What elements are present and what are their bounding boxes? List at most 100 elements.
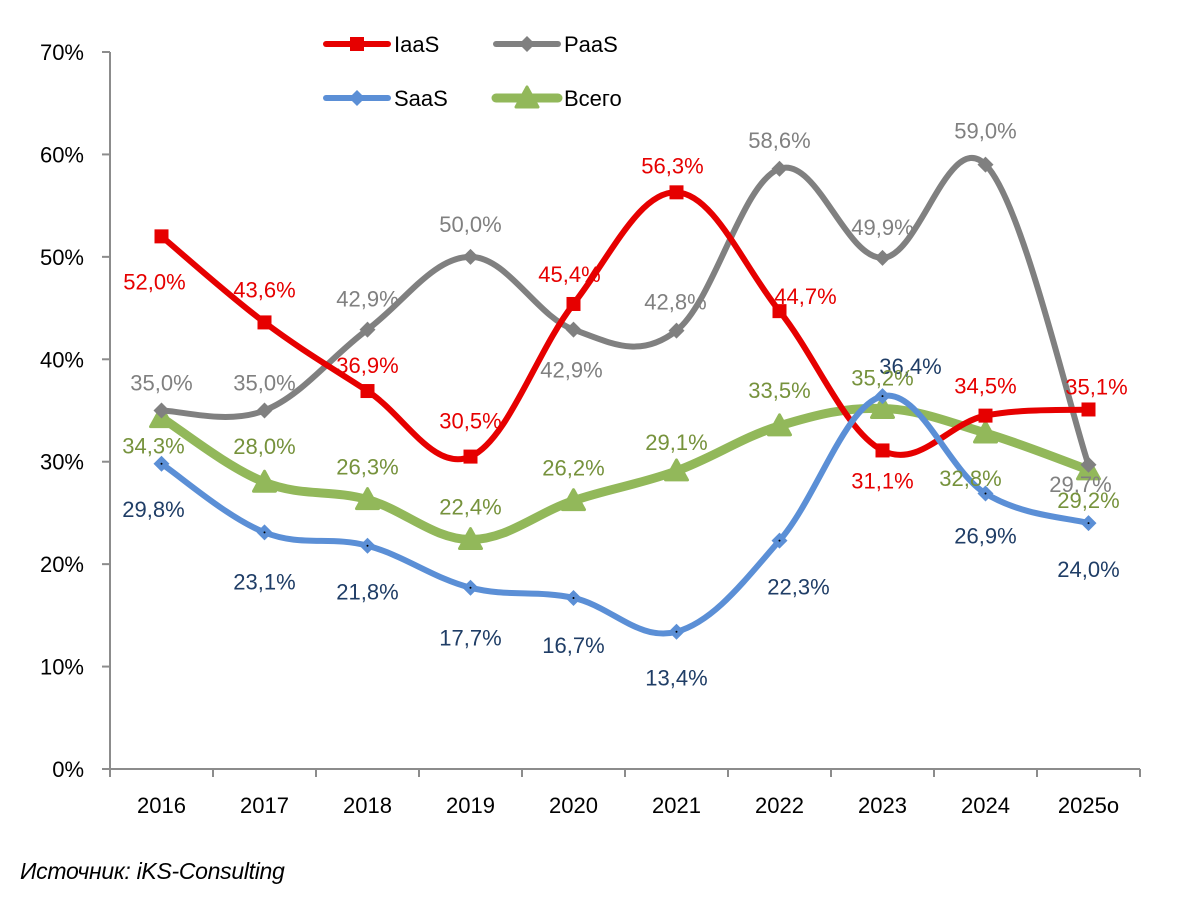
data-label: 34,5% bbox=[954, 374, 1016, 399]
data-labels: 52,0% 43,6% 36,9% 30,5% 45,4% 56,3% 44,7% 31,1%… bbox=[122, 119, 1127, 691]
data-point-marker bbox=[668, 322, 685, 339]
data-label: 31,1% bbox=[851, 468, 913, 493]
data-point-marker bbox=[355, 487, 380, 511]
data-label: 35,0% bbox=[130, 371, 192, 396]
series-line bbox=[158, 392, 1092, 637]
data-label: 30,5% bbox=[439, 409, 501, 434]
data-label: 22,3% bbox=[767, 575, 829, 600]
marker-dot bbox=[1087, 522, 1090, 525]
y-tick-label: 40% bbox=[40, 347, 84, 372]
y-tick-label: 50% bbox=[40, 245, 84, 270]
data-point-marker bbox=[252, 469, 277, 493]
marker-dot bbox=[572, 596, 575, 599]
x-tick-label: 2016 bbox=[137, 793, 186, 818]
data-label: 35,2% bbox=[851, 365, 913, 390]
data-point-marker bbox=[154, 229, 169, 244]
series-line bbox=[158, 189, 1092, 463]
data-point-marker bbox=[257, 315, 272, 330]
marker-dot bbox=[160, 462, 163, 465]
source-note: Источник: iKS-Consulting bbox=[20, 858, 285, 884]
legend-item-всего: Всего bbox=[491, 85, 622, 111]
data-label: 45,4% bbox=[538, 262, 600, 287]
data-point-marker bbox=[565, 321, 582, 338]
data-label: 22,4% bbox=[439, 495, 501, 520]
data-point-marker bbox=[1080, 456, 1097, 473]
legend-marker-icon bbox=[349, 90, 365, 106]
axes: 0% 10% 20% 30% 40% 50% 60% 70% 2016 2017 2018 2019 2… bbox=[40, 40, 1141, 818]
data-label: 29,8% bbox=[122, 497, 184, 522]
data-point-marker bbox=[462, 248, 479, 265]
y-tick-label: 70% bbox=[40, 40, 84, 65]
x-tick-label: 2025о bbox=[1058, 793, 1119, 818]
data-label: 36,9% bbox=[336, 353, 398, 378]
legend-marker-icon bbox=[514, 85, 540, 109]
y-tick-label: 20% bbox=[40, 552, 84, 577]
data-point-marker bbox=[463, 449, 478, 464]
y-tick-label: 60% bbox=[40, 142, 84, 167]
data-label: 42,9% bbox=[540, 358, 602, 383]
data-label: 26,3% bbox=[336, 455, 398, 480]
data-label: 29,7% bbox=[1049, 472, 1111, 497]
legend-item-iaas: IaaS bbox=[323, 32, 439, 57]
data-point-marker bbox=[566, 296, 581, 311]
data-point-marker bbox=[360, 384, 375, 399]
x-tick-label: 2020 bbox=[549, 793, 598, 818]
marker-dot bbox=[778, 539, 781, 542]
data-label: 36,4% bbox=[879, 354, 941, 379]
legend-item-saas: SaaS bbox=[323, 86, 448, 111]
data-point-marker bbox=[771, 160, 788, 177]
data-point-marker bbox=[977, 156, 994, 173]
series-всего bbox=[149, 395, 1101, 551]
data-label: 13,4% bbox=[645, 666, 707, 691]
legend-label: IaaS bbox=[394, 32, 439, 57]
data-label: 50,0% bbox=[439, 212, 501, 237]
y-tick-label: 0% bbox=[52, 757, 84, 782]
data-label: 43,6% bbox=[233, 277, 295, 302]
data-label: 42,8% bbox=[644, 290, 706, 315]
marker-dot bbox=[469, 586, 472, 589]
y-tick-label: 30% bbox=[40, 450, 84, 475]
data-label: 16,7% bbox=[542, 633, 604, 658]
x-tick-label: 2023 bbox=[858, 793, 907, 818]
data-point-marker bbox=[1081, 402, 1096, 417]
data-label: 33,5% bbox=[748, 378, 810, 403]
data-point-marker bbox=[875, 443, 890, 458]
data-point-marker bbox=[669, 185, 684, 200]
data-label: 23,1% bbox=[233, 569, 295, 594]
legend-marker-icon bbox=[519, 36, 535, 52]
data-label: 44,7% bbox=[774, 284, 836, 309]
data-label: 56,3% bbox=[641, 153, 703, 178]
marker-dot bbox=[984, 492, 987, 495]
data-point-marker bbox=[767, 413, 792, 437]
data-label: 17,7% bbox=[439, 626, 501, 651]
x-tick-label: 2022 bbox=[755, 793, 804, 818]
data-label: 49,9% bbox=[851, 215, 913, 240]
data-point-marker bbox=[561, 488, 586, 512]
x-tick-label: 2021 bbox=[652, 793, 701, 818]
data-label: 35,1% bbox=[1065, 374, 1127, 399]
series-layer bbox=[149, 155, 1101, 640]
data-label: 52,0% bbox=[123, 269, 185, 294]
data-label: 24,0% bbox=[1057, 557, 1119, 582]
data-label: 29,1% bbox=[645, 430, 707, 455]
series-line bbox=[157, 403, 1093, 545]
data-label: 26,2% bbox=[542, 456, 604, 481]
data-point-marker bbox=[772, 304, 787, 319]
legend: IaaS PaaS SaaS Всего bbox=[323, 32, 622, 111]
data-label: 35,0% bbox=[233, 371, 295, 396]
data-point-marker bbox=[359, 321, 376, 338]
data-label: 29,2% bbox=[1057, 488, 1119, 513]
data-point-marker bbox=[978, 408, 993, 423]
data-label: 42,9% bbox=[336, 287, 398, 312]
data-label: 32,8% bbox=[939, 466, 1001, 491]
data-label: 26,9% bbox=[954, 523, 1016, 548]
marker-dot bbox=[675, 630, 678, 633]
data-point-marker bbox=[870, 395, 895, 419]
data-point-marker bbox=[153, 402, 170, 419]
data-label: 21,8% bbox=[336, 580, 398, 605]
x-tick-label: 2019 bbox=[446, 793, 495, 818]
legend-label: PaaS bbox=[564, 32, 618, 57]
marker-dot bbox=[263, 531, 266, 534]
marker-dot bbox=[881, 395, 884, 398]
